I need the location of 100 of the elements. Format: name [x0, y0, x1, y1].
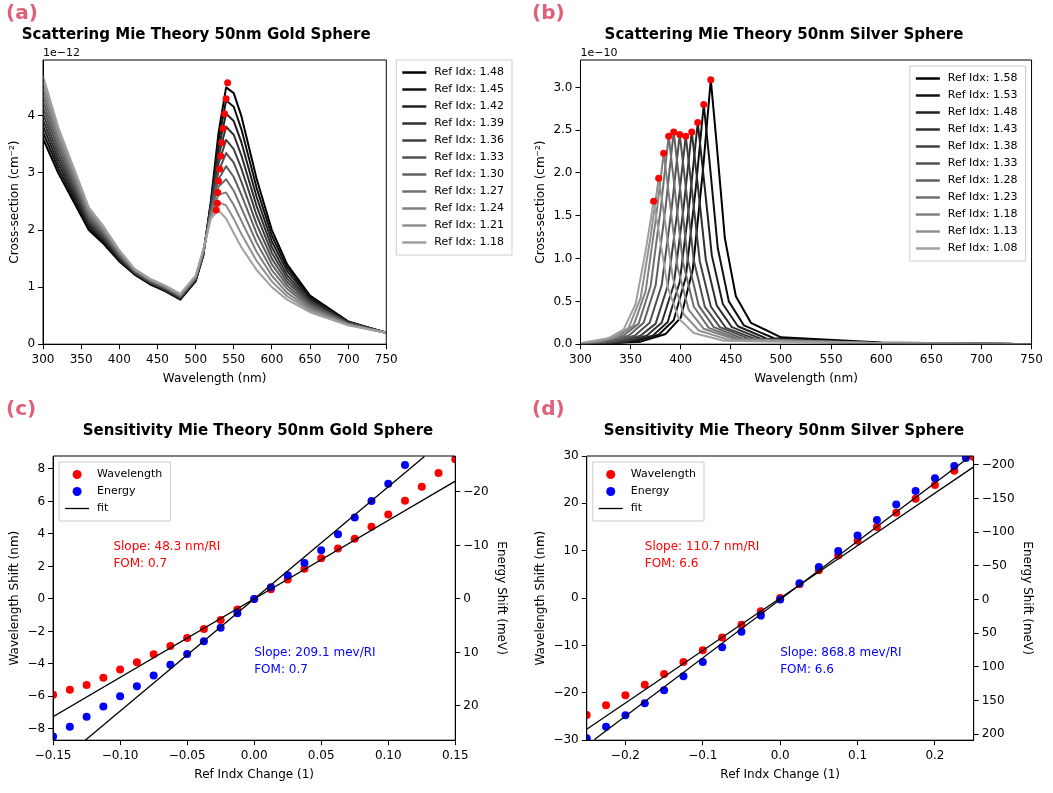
x-tick-label: 0.05 — [307, 747, 335, 762]
x-axis-title: Ref Indx Change (1) — [720, 766, 841, 781]
legend-label: Ref Idx: 1.24 — [434, 201, 504, 215]
legend-label: Ref Idx: 1.38 — [947, 139, 1018, 153]
legend-label: Ref Idx: 1.53 — [947, 88, 1018, 102]
x-tick-label: 650 — [298, 351, 322, 366]
y2-tick-label: −50 — [981, 557, 1007, 572]
y-tick-label: 4 — [37, 526, 46, 541]
legend-label: Ref Idx: 1.39 — [434, 116, 504, 130]
x-tick-label: −0.1 — [688, 747, 718, 762]
x-tick-label: 0.1 — [848, 747, 868, 762]
y2-axis-title: Energy Shift (meV) — [1020, 541, 1035, 655]
legend-label: Ref Idx: 1.42 — [434, 99, 504, 113]
legend-label: fit — [97, 501, 110, 515]
text: 1e−10 — [580, 46, 618, 60]
legend-label: Ref Idx: 1.48 — [434, 65, 504, 79]
y-tick-label: −2 — [27, 623, 46, 638]
legend-label: Ref Idx: 1.36 — [434, 133, 504, 147]
y-tick-label: 0 — [27, 336, 36, 351]
y-tick-label: 1.0 — [553, 250, 573, 265]
y-tick-label: 0 — [37, 591, 46, 606]
y-tick-label: −8 — [27, 720, 46, 735]
y-tick-label: 4 — [27, 108, 36, 123]
y-tick-label: 2 — [37, 558, 46, 573]
legend-label: Ref Idx: 1.48 — [947, 105, 1018, 119]
y2-tick-label: 0 — [463, 591, 471, 606]
y-tick-label: 0 — [571, 590, 579, 605]
x-tick-label: 550 — [819, 351, 843, 366]
x-tick-label: 0.0 — [770, 747, 790, 762]
x-tick-label: 350 — [69, 351, 93, 366]
y-axis-title: Cross-section (cm⁻²) — [7, 140, 22, 264]
y2-tick-label: −20 — [463, 483, 489, 498]
annotation: Slope: 868.8 mev/RI FOM: 6.6 — [780, 644, 902, 676]
y-tick-label: 10 — [563, 542, 579, 557]
x-tick-label: 600 — [869, 351, 893, 366]
x-tick-label: 0.00 — [240, 747, 268, 762]
x-axis-title: Wavelength (nm) — [162, 370, 267, 385]
y-tick-label: 6 — [37, 493, 46, 508]
x-tick-label: 0.15 — [441, 747, 469, 762]
annotation: 1e−12 — [43, 46, 81, 60]
y-axis-title: Wavelength Shift (nm) — [7, 530, 22, 666]
x-tick-label: 0.2 — [925, 747, 945, 762]
text: (c) — [6, 396, 37, 421]
chart-title: Scattering Mie Theory 50nm Gold Sphere — [21, 24, 371, 43]
x-tick-label: 350 — [619, 351, 643, 366]
legend-label: Wavelength — [630, 467, 697, 481]
annotation: Slope: 110.7 nm/RI FOM: 6.6 — [644, 539, 760, 571]
y2-axis-title: Energy Shift (meV) — [494, 541, 509, 655]
legend-label: Ref Idx: 1.23 — [947, 190, 1018, 204]
y2-tick-label: −100 — [981, 524, 1015, 539]
y2-tick-label: 200 — [981, 726, 1005, 741]
x-tick-label: 600 — [260, 351, 284, 366]
y2-tick-label: 50 — [981, 625, 997, 640]
chart-title: Sensitivity Mie Theory 50nm Silver Sphere — [603, 420, 965, 439]
y-tick-label: −10 — [553, 637, 579, 652]
annotation: Slope: 48.3 nm/RI FOM: 0.7 — [113, 539, 221, 571]
y2-tick-label: 20 — [463, 698, 479, 713]
x-tick-label: 400 — [669, 351, 693, 366]
x-tick-label: 500 — [184, 351, 208, 366]
y-tick-label: 1 — [27, 279, 36, 294]
x-tick-label: 450 — [719, 351, 743, 366]
x-axis-title: Ref Indx Change (1) — [194, 766, 315, 781]
y-tick-label: −6 — [27, 688, 46, 703]
y2-tick-label: −200 — [981, 456, 1015, 471]
y-tick-label: 1.5 — [553, 207, 573, 222]
y-tick-label: 2 — [27, 222, 36, 237]
x-tick-label: 550 — [222, 351, 246, 366]
y-axis-title: Wavelength Shift (nm) — [533, 530, 548, 666]
y-tick-label: 3.0 — [553, 79, 573, 94]
x-tick-label: 500 — [769, 351, 793, 366]
text: (b) — [532, 0, 565, 25]
y2-tick-label: 0 — [981, 591, 990, 606]
y-axis-title: Cross-section (cm⁻²) — [533, 140, 548, 264]
y-tick-label: −20 — [553, 684, 579, 699]
y-tick-label: 8 — [37, 461, 46, 476]
legend-label: Ref Idx: 1.33 — [434, 150, 504, 164]
legend-label: Ref Idx: 1.43 — [947, 122, 1018, 136]
x-tick-label: 450 — [146, 351, 169, 366]
legend-label: Ref Idx: 1.27 — [434, 184, 504, 198]
x-tick-label: 400 — [107, 351, 131, 366]
y2-tick-label: 10 — [463, 644, 479, 659]
y-tick-label: 2.5 — [553, 122, 573, 137]
y-tick-label: 3 — [27, 165, 36, 180]
chart-title: Sensitivity Mie Theory 50nm Gold Sphere — [82, 420, 434, 439]
x-tick-label: 300 — [31, 351, 55, 366]
legend-label: Ref Idx: 1.58 — [947, 71, 1018, 85]
legend-label: Ref Idx: 1.45 — [434, 82, 504, 96]
x-tick-label: 300 — [569, 351, 592, 366]
legend-label: Ref Idx: 1.28 — [947, 173, 1018, 187]
legend-label: Ref Idx: 1.13 — [947, 224, 1018, 238]
legend-label: Ref Idx: 1.18 — [947, 207, 1018, 221]
x-tick-label: 750 — [1020, 351, 1043, 366]
legend-label: fit — [630, 501, 643, 515]
x-axis-title: Wavelength (nm) — [754, 370, 858, 385]
y-tick-label: 2.0 — [553, 165, 573, 180]
y2-tick-label: −150 — [981, 490, 1015, 505]
x-tick-label: 700 — [336, 351, 360, 366]
x-tick-label: −0.05 — [168, 747, 206, 762]
x-tick-label: 700 — [969, 351, 993, 366]
y2-tick-label: 100 — [981, 658, 1005, 673]
